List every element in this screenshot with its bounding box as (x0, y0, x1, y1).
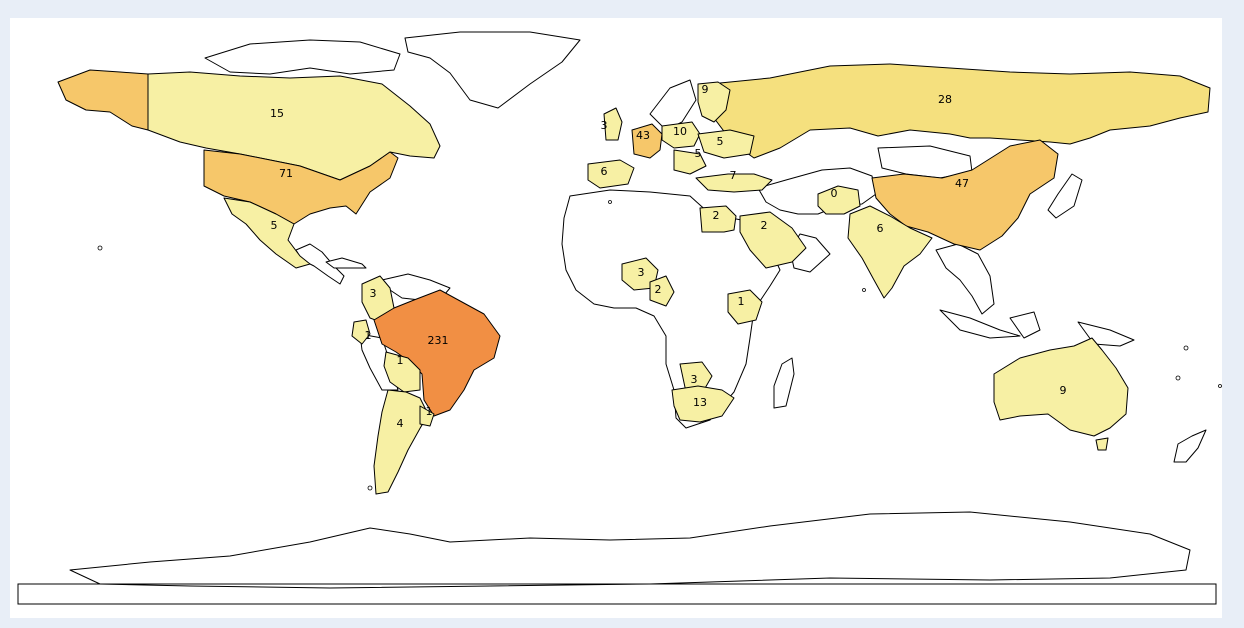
label-brazil: 231 (428, 334, 449, 347)
choropleth-countries (57, 63, 1211, 495)
label-ukraine: 5 (717, 135, 724, 148)
country-australia[interactable] (993, 337, 1129, 437)
label-cameroon: 2 (655, 283, 662, 296)
country-mexico[interactable] (223, 197, 311, 269)
label-zimbabwe: 3 (691, 373, 698, 386)
country-usa-alaska[interactable] (57, 69, 149, 131)
country-poland[interactable] (661, 121, 701, 149)
label-poland: 10 (673, 125, 687, 138)
country-egypt[interactable] (699, 205, 737, 233)
country-kenya[interactable] (727, 289, 763, 325)
label-colombia: 3 (370, 287, 377, 300)
label-russia: 28 (938, 93, 952, 106)
country-ukraine[interactable] (697, 129, 755, 159)
label-saudi: 2 (761, 219, 768, 232)
country-turkey[interactable] (695, 173, 773, 193)
label-china: 47 (955, 177, 969, 190)
label-ecuador: 1 (365, 329, 372, 342)
label-romania: 5 (695, 147, 702, 160)
label-sweden: 9 (702, 83, 709, 96)
label-turkey: 7 (730, 169, 737, 182)
country-sweden[interactable] (697, 81, 731, 123)
country-saudi[interactable] (739, 211, 807, 269)
country-romania[interactable] (673, 149, 707, 175)
country-argentina[interactable] (373, 389, 429, 495)
count-labels: 15 71 5 3 1 231 1 4 1 28 47 6 0 2 2 7 43… (270, 83, 1067, 430)
country-uruguay[interactable] (419, 405, 435, 427)
country-bolivia[interactable] (383, 351, 421, 393)
country-india[interactable] (847, 205, 933, 299)
small-islands (97, 200, 1222, 491)
label-canada: 15 (270, 107, 284, 120)
country-canada[interactable] (147, 71, 441, 181)
label-australia: 9 (1060, 384, 1067, 397)
country-germany[interactable] (631, 123, 663, 159)
country-ecuador[interactable] (351, 319, 371, 345)
label-uk: 3 (601, 119, 608, 132)
country-australia-tasmania[interactable] (1095, 437, 1109, 451)
label-bolivia: 1 (397, 354, 404, 367)
country-south-africa[interactable] (671, 385, 735, 423)
label-spain: 6 (601, 165, 608, 178)
country-uk[interactable] (603, 107, 623, 141)
country-zimbabwe[interactable] (679, 361, 713, 393)
label-nigeria: 3 (638, 266, 645, 279)
no-data-land (69, 31, 1207, 589)
country-russia[interactable] (709, 63, 1211, 159)
label-germany: 43 (636, 129, 650, 142)
country-cameroon[interactable] (649, 275, 675, 307)
country-spain[interactable] (587, 159, 635, 189)
label-afghanistan: 0 (831, 187, 838, 200)
label-kenya: 1 (738, 295, 745, 308)
label-usa: 71 (279, 167, 293, 180)
label-uruguay: 1 (426, 405, 433, 418)
label-south-africa: 13 (693, 396, 707, 409)
label-mexico: 5 (271, 219, 278, 232)
label-egypt: 2 (713, 209, 720, 222)
map-panel: 15 71 5 3 1 231 1 4 1 28 47 6 0 2 2 7 43… (10, 18, 1222, 618)
label-argentina: 4 (397, 417, 404, 430)
label-india: 6 (877, 222, 884, 235)
country-afghanistan[interactable] (817, 185, 861, 215)
world-choropleth-map[interactable]: 15 71 5 3 1 231 1 4 1 28 47 6 0 2 2 7 43… (10, 18, 1222, 618)
inset-frame (17, 583, 1217, 605)
